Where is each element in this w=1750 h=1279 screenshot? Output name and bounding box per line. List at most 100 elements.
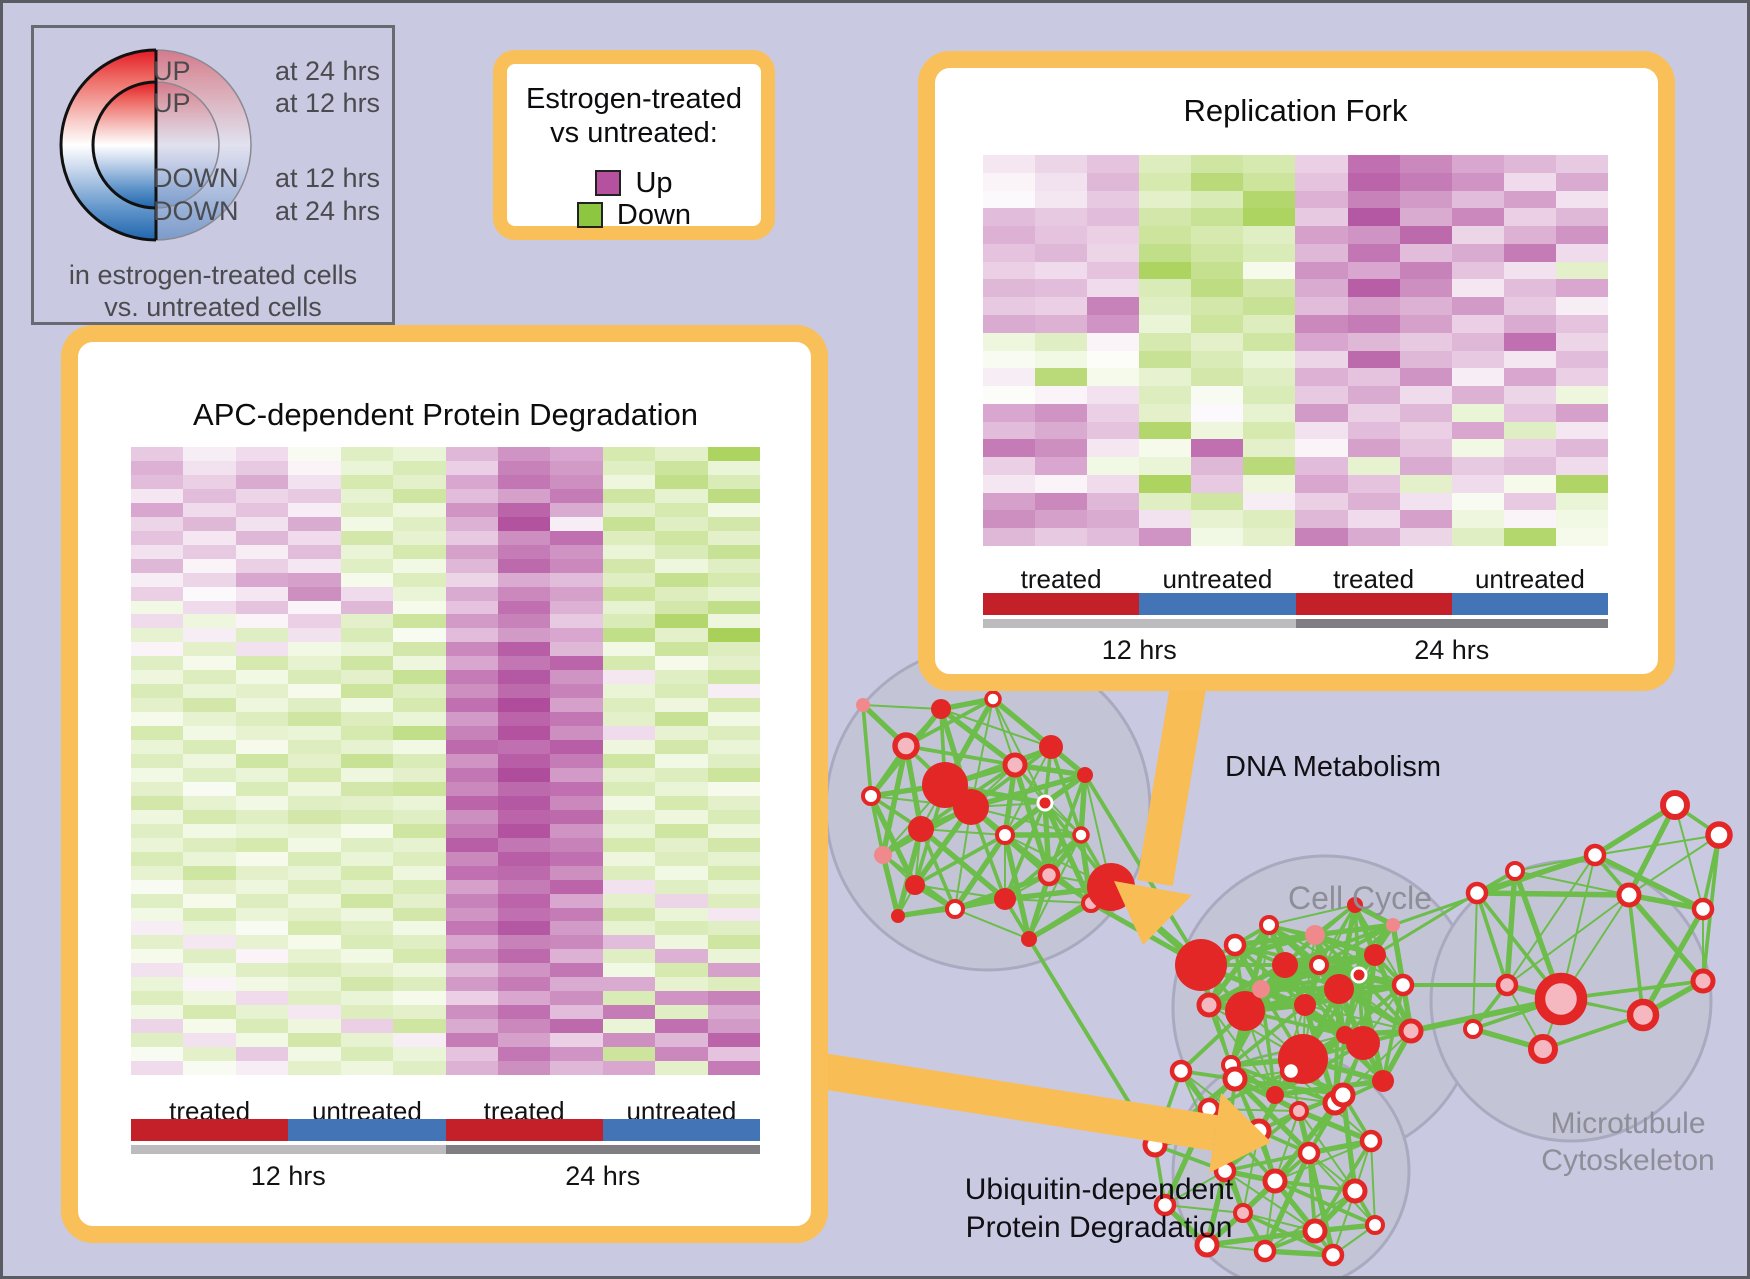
heatmap-cell — [1139, 492, 1192, 511]
heatmap-cell — [983, 243, 1036, 262]
key-row-up: Up — [507, 166, 761, 200]
network-edge — [1626, 893, 1706, 983]
heatmap-cell — [1451, 243, 1504, 262]
heatmap-cell — [1139, 332, 1192, 351]
heatmap-cell — [340, 516, 394, 531]
bar-24hrs — [1295, 619, 1608, 628]
heatmap-cell — [602, 726, 656, 741]
replication-fork-heatmap — [983, 155, 1608, 546]
heatmap-cell — [983, 528, 1036, 546]
heatmap-cell — [1451, 368, 1504, 387]
network-edge — [1304, 1004, 1412, 1032]
heatmap-cell — [183, 991, 236, 1006]
heatmap-cell — [707, 795, 760, 810]
heatmap-cell — [550, 474, 603, 489]
heatmap-cell — [1243, 457, 1296, 475]
heatmap-cell — [1347, 528, 1400, 546]
heatmap-cell — [983, 190, 1036, 209]
heatmap-cell — [550, 851, 603, 866]
heatmap-cell — [235, 754, 289, 768]
heatmap-cell — [1295, 510, 1348, 529]
heatmap-cell — [183, 963, 236, 978]
heatmap-cell — [1399, 243, 1452, 262]
heatmap-cell — [655, 502, 708, 517]
heatmap-cell — [1191, 314, 1244, 333]
heatmap-cell — [340, 740, 394, 755]
heatmap-cell — [235, 865, 289, 880]
heatmap-cell — [1087, 190, 1140, 209]
heatmap-cell — [707, 544, 760, 559]
heatmap-cell — [983, 510, 1036, 529]
heatmap-cell — [235, 474, 289, 489]
heatmap-cell — [393, 502, 446, 517]
heatmap-cell — [655, 544, 708, 559]
heatmap-cell — [497, 516, 551, 531]
heatmap-cell — [1555, 279, 1608, 298]
heatmap-cell — [497, 656, 551, 671]
heatmap-cell — [497, 1047, 551, 1062]
network-edge — [1475, 892, 1509, 986]
heatmap-cell — [235, 977, 289, 992]
network-edge — [1593, 802, 1677, 858]
heatmap-cell — [235, 558, 289, 573]
heatmap-cell — [235, 544, 289, 559]
heatmap-cell — [340, 781, 394, 796]
heatmap-cell — [393, 823, 446, 838]
heatmap-cell — [288, 795, 341, 810]
heatmap-cell — [707, 488, 760, 503]
heatmap-cell — [183, 614, 236, 629]
heatmap-cell — [1503, 190, 1556, 209]
heatmap-cell — [1503, 528, 1556, 546]
network-node — [905, 875, 925, 895]
heatmap-cell — [340, 502, 394, 517]
network-edge — [1594, 834, 1720, 856]
heatmap-cell — [655, 823, 708, 838]
network-node — [1321, 1243, 1345, 1267]
heatmap-cell — [393, 712, 446, 727]
heatmap-cell — [707, 1061, 760, 1075]
heatmap-cell — [1295, 439, 1348, 458]
heatmap-cell — [1347, 190, 1400, 209]
heatmap-cell — [183, 488, 236, 503]
network-edge — [1357, 973, 1413, 1033]
network-edge — [1506, 894, 1630, 986]
network-node — [1386, 918, 1400, 932]
heatmap-cell — [1503, 368, 1556, 387]
treated-bar-segment — [983, 593, 1140, 615]
heatmap-cell — [445, 558, 498, 573]
heatmap-cell — [497, 586, 551, 601]
heatmap-cell — [131, 572, 184, 587]
heatmap-cell — [707, 781, 760, 796]
heatmap-cell — [1295, 279, 1348, 298]
network-node — [1021, 931, 1037, 947]
apc-time-bar — [131, 1145, 760, 1154]
heatmap-cell — [131, 907, 184, 922]
heatmap-cell — [288, 809, 341, 824]
heatmap-cell — [1451, 439, 1504, 458]
heatmap-cell — [235, 1033, 289, 1048]
heatmap-cell — [340, 921, 394, 936]
heatmap-cell — [707, 572, 760, 587]
network-edge — [952, 833, 1008, 911]
heatmap-cell — [131, 726, 184, 741]
network-node — [1391, 973, 1415, 997]
heatmap-cell — [340, 837, 394, 852]
heatmap-cell — [550, 921, 603, 936]
heatmap-cell — [1087, 226, 1140, 244]
heatmap-cell — [550, 572, 603, 587]
network-node — [1196, 992, 1222, 1018]
heatmap-cell — [497, 572, 551, 587]
heatmap-cell — [707, 837, 760, 852]
network-edge — [1342, 974, 1362, 1036]
network-edge — [1628, 834, 1720, 896]
network-edge — [1078, 774, 1088, 836]
heatmap-cell — [497, 474, 551, 489]
heatmap-cell — [288, 684, 341, 699]
network-node — [1039, 735, 1063, 759]
heatmap-cell — [497, 1061, 551, 1075]
heatmap-cell — [235, 1061, 289, 1075]
updown-time-label: at 12 hrs — [275, 163, 381, 193]
network-node — [1272, 952, 1298, 978]
heatmap-cell — [288, 642, 341, 657]
updown-dir-label: UP — [153, 56, 191, 86]
